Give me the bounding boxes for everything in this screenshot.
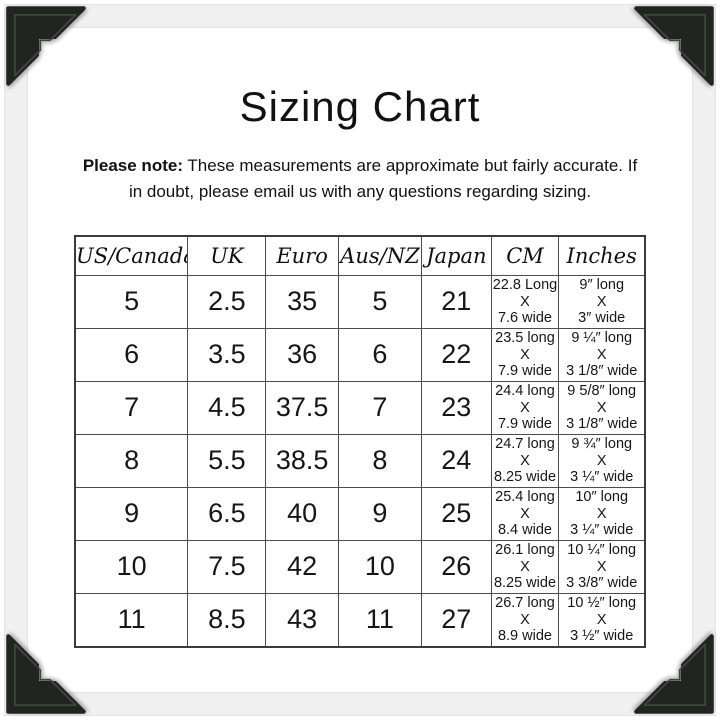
cell-aus-nz: 11	[337, 592, 423, 648]
cell-uk: 7.5	[187, 539, 267, 594]
sizing-table: US/Canada UK Euro Aus/NZ Japan CM Inches 5 2.5 35…	[74, 234, 646, 648]
column-header-aus-nz: Aus/NZ	[337, 235, 423, 276]
cell-japan: 26	[421, 539, 492, 594]
cell-cm: 25.4 long X 8.4 wide	[490, 486, 560, 541]
cell-uk: 6.5	[187, 486, 267, 541]
table-row: 8 5.5 38.5 8 24 24.7 long X 8.25 wide 9 ¾″ long X…	[74, 433, 646, 488]
cell-aus-nz: 7	[337, 380, 423, 435]
page-title: Sizing Chart	[239, 83, 481, 130]
cell-inches: 10 ½″ long X 3 ½″ wide	[558, 592, 646, 648]
cell-euro: 35	[265, 274, 339, 329]
measurement-note: Please note: These measurements are appr…	[82, 153, 638, 206]
cell-euro: 42	[265, 539, 339, 594]
cell-inches: 9 ¾″ long X 3 ¼″ wide	[558, 433, 646, 488]
cell-inches: 9 ¼″ long X 3 1/8″ wide	[558, 327, 646, 382]
cell-uk: 2.5	[187, 274, 267, 329]
cell-euro: 43	[265, 592, 339, 648]
column-header-uk: UK	[187, 235, 267, 276]
cell-aus-nz: 6	[337, 327, 423, 382]
cell-aus-nz: 10	[337, 539, 423, 594]
note-text: These measurements are approximate but f…	[128, 156, 638, 202]
cell-cm: 23.5 long X 7.9 wide	[490, 327, 560, 382]
table-row: 5 2.5 35 5 21 22.8 Long X 7.6 wide 9″ long X 3″ wi…	[74, 274, 646, 329]
column-header-japan: Japan	[421, 235, 492, 276]
header-row: US/Canada UK Euro Aus/NZ Japan CM Inches	[74, 235, 646, 276]
cell-aus-nz: 5	[337, 274, 423, 329]
cell-uk: 5.5	[187, 433, 267, 488]
cell-uk: 8.5	[187, 592, 267, 648]
photo-corner-top-left	[6, 6, 86, 86]
cell-euro: 37.5	[265, 380, 339, 435]
table-row: 10 7.5 42 10 26 26.1 long X 8.25 wide 10 ¼″ long…	[74, 539, 646, 594]
cell-us-canada: 7	[74, 380, 189, 435]
cell-euro: 40	[265, 486, 339, 541]
photo-corner-bottom-left	[6, 634, 86, 714]
cell-inches: 10 ¼″ long X 3 3/8″ wide	[558, 539, 646, 594]
cell-uk: 4.5	[187, 380, 267, 435]
cell-japan: 21	[421, 274, 492, 329]
photo-corner-top-right	[634, 6, 714, 86]
table-row: 11 8.5 43 11 27 26.7 long X 8.9 wide 10 ½″ long X…	[74, 592, 646, 648]
cell-japan: 25	[421, 486, 492, 541]
column-header-inches: Inches	[558, 235, 646, 276]
cell-cm: 24.7 long X 8.25 wide	[490, 433, 560, 488]
cell-us-canada: 9	[74, 486, 189, 541]
table-row: 7 4.5 37.5 7 23 24.4 long X 7.9 wide 9 5/8″ long…	[74, 380, 646, 435]
cell-cm: 22.8 Long X 7.6 wide	[490, 274, 560, 329]
cell-uk: 3.5	[187, 327, 267, 382]
cell-us-canada: 10	[74, 539, 189, 594]
column-header-euro: Euro	[265, 235, 339, 276]
cell-us-canada: 8	[74, 433, 189, 488]
cell-cm: 26.1 long X 8.25 wide	[490, 539, 560, 594]
cell-japan: 27	[421, 592, 492, 648]
cell-cm: 24.4 long X 7.9 wide	[490, 380, 560, 435]
cell-aus-nz: 8	[337, 433, 423, 488]
photo-corner-bottom-right	[634, 634, 714, 714]
cell-us-canada: 11	[74, 592, 189, 648]
cell-inches: 10″ long X 3 ¼″ wide	[558, 486, 646, 541]
table-row: 9 6.5 40 9 25 25.4 long X 8.4 wide 10″ long X 3 ¼″…	[74, 486, 646, 541]
cell-cm: 26.7 long X 8.9 wide	[490, 592, 560, 648]
cell-inches: 9 5/8″ long X 3 1/8″ wide	[558, 380, 646, 435]
column-header-us-canada: US/Canada	[74, 235, 189, 276]
cell-japan: 22	[421, 327, 492, 382]
column-header-cm: CM	[490, 235, 560, 276]
note-label: Please note:	[82, 156, 183, 175]
cell-us-canada: 6	[74, 327, 189, 382]
table-row: 6 3.5 36 6 22 23.5 long X 7.9 wide 9 ¼″ long X 3 1…	[74, 327, 646, 382]
cell-us-canada: 5	[74, 274, 189, 329]
cell-euro: 36	[265, 327, 339, 382]
cell-japan: 23	[421, 380, 492, 435]
cell-euro: 38.5	[265, 433, 339, 488]
cell-aus-nz: 9	[337, 486, 423, 541]
cell-inches: 9″ long X 3″ wide	[558, 274, 646, 329]
cell-japan: 24	[421, 433, 492, 488]
